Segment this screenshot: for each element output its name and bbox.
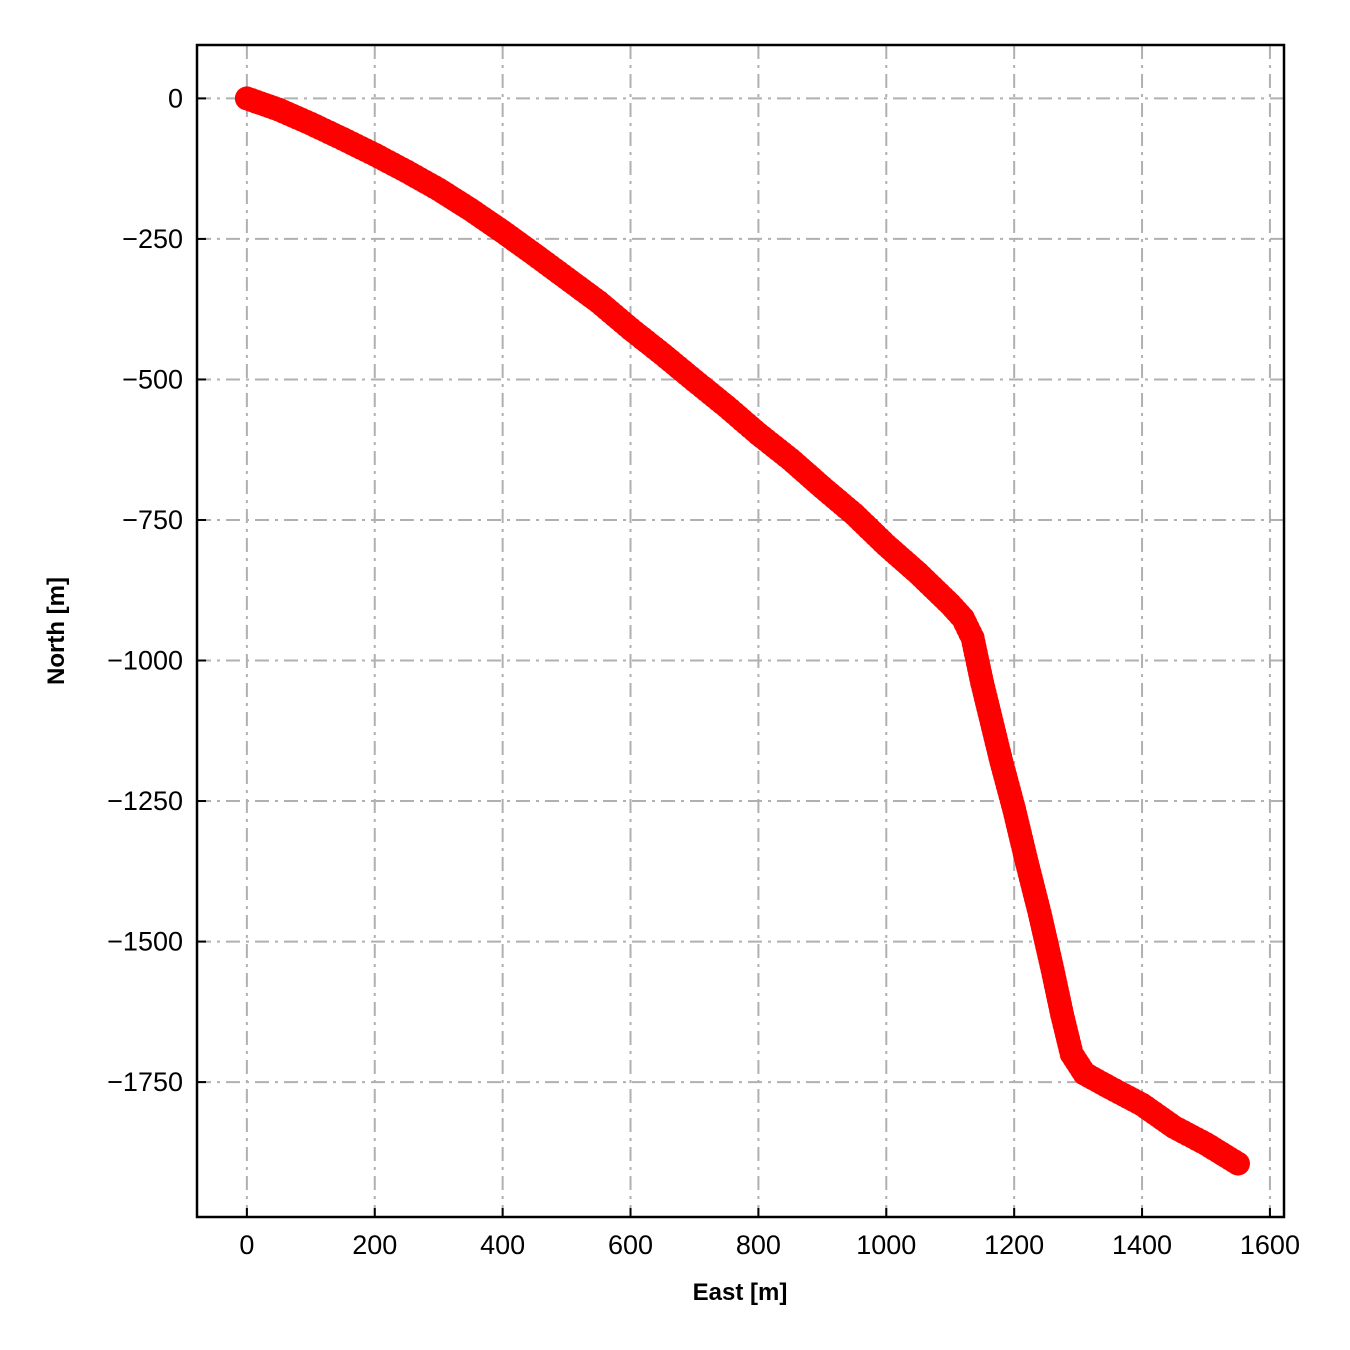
data-markers [234, 86, 1250, 1176]
x-tick-label: 400 [480, 1230, 525, 1260]
y-tick-label: −1750 [107, 1067, 183, 1097]
x-tick-label: 0 [239, 1230, 254, 1260]
y-tick-label: −250 [122, 224, 183, 254]
x-tick-label: 200 [352, 1230, 397, 1260]
axis-ticks: 0 200 400 600 800 1000 1200 1400 1600 0 −250 −500 −7… [107, 83, 1300, 1260]
data-point [1225, 1151, 1250, 1176]
x-tick-label: 1600 [1240, 1230, 1300, 1260]
y-tick-label: −1500 [107, 927, 183, 957]
x-tick-label: 1200 [984, 1230, 1044, 1260]
x-tick-label: 1000 [856, 1230, 916, 1260]
plot-frame [195, 43, 1286, 1219]
y-tick-label: −1250 [107, 786, 183, 816]
y-tick-label: −500 [122, 364, 183, 394]
y-axis-label: North [m] [43, 577, 70, 685]
x-tick-label: 800 [736, 1230, 781, 1260]
y-tick-label: −750 [122, 505, 183, 535]
x-tick-label: 1400 [1112, 1230, 1172, 1260]
x-tick-label: 600 [608, 1230, 653, 1260]
y-tick-label: 0 [168, 83, 183, 113]
x-axis-label: East [m] [693, 1279, 788, 1306]
y-tick-label: −1000 [107, 646, 183, 676]
